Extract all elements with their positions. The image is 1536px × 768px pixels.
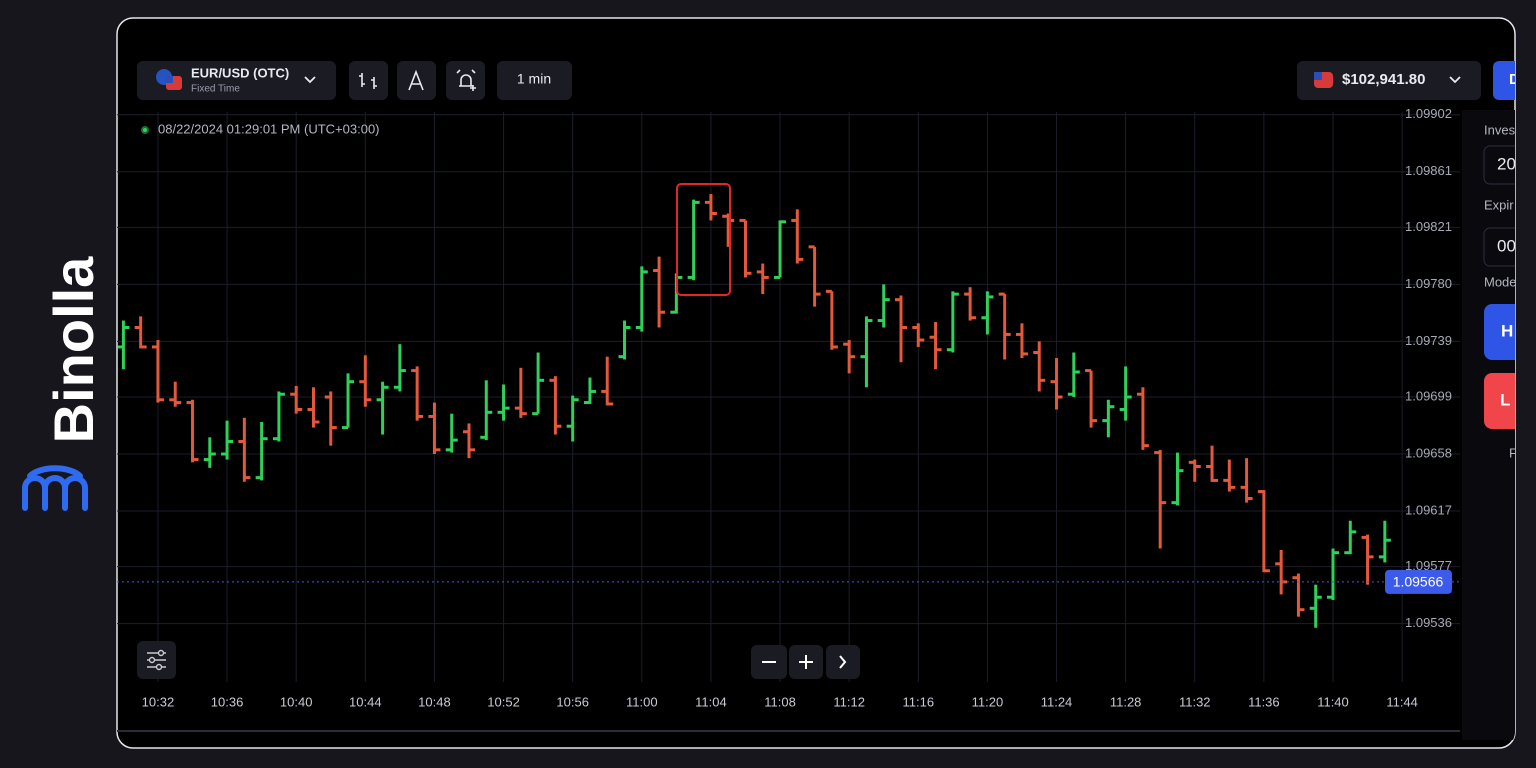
lower-label: L — [1500, 390, 1510, 409]
zoom-in-icon — [799, 655, 813, 669]
x-tick-label: 10:44 — [349, 694, 382, 709]
x-tick-label: 11:20 — [972, 694, 1004, 709]
us-flag-canton — [166, 76, 173, 83]
timeframe-button[interactable] — [497, 61, 572, 100]
y-tick-label: 1.09536 — [1405, 615, 1452, 630]
y-tick-label: 1.09861 — [1405, 163, 1452, 178]
balance-flag-canton — [1314, 72, 1322, 80]
asset-name: EUR/USD (OTC) — [191, 65, 289, 80]
x-tick-label: 11:28 — [1110, 694, 1142, 709]
x-tick-label: 11:36 — [1248, 694, 1280, 709]
x-tick-label: 11:04 — [695, 694, 727, 709]
deposit-button[interactable] — [1493, 61, 1533, 100]
x-tick-label: 10:32 — [142, 694, 175, 709]
side-footer: F — [1509, 445, 1517, 460]
brand-logo — [22, 465, 88, 511]
x-tick-label: 11:24 — [1041, 694, 1073, 709]
x-tick-label: 11:16 — [902, 694, 934, 709]
scroll-right-button[interactable] — [826, 645, 860, 679]
y-tick-label: 1.09902 — [1405, 106, 1452, 121]
y-tick-label: 1.09739 — [1405, 333, 1452, 348]
higher-label: H — [1501, 321, 1513, 340]
chart-type-icon — [359, 73, 377, 89]
x-tick-label: 10:56 — [556, 694, 589, 709]
settings-knob — [148, 656, 156, 664]
expiration-input[interactable] — [1483, 227, 1524, 267]
lower-button[interactable] — [1484, 373, 1529, 429]
dropdown-arrow — [1449, 76, 1461, 84]
x-tick-label: 10:36 — [211, 694, 244, 709]
investment-input[interactable] — [1483, 145, 1524, 185]
x-tick-label: 11:44 — [1386, 694, 1418, 709]
timestamp: 08/22/2024 01:29:01 PM (UTC+03:00) — [158, 121, 380, 136]
y-tick-label: 1.09617 — [1405, 502, 1452, 517]
settings-knob — [157, 649, 165, 657]
x-tick-label: 10:48 — [418, 694, 451, 709]
expiration-label: Expir — [1484, 197, 1514, 212]
timeframe: 1 min — [517, 71, 551, 87]
highlight-box — [676, 183, 731, 296]
asset-type: Fixed Time — [191, 84, 240, 95]
current-price-badge — [1385, 569, 1452, 594]
drawing-button[interactable] — [397, 61, 436, 100]
y-tick-label: 1.09699 — [1405, 388, 1452, 403]
chart-plot: 1.09902 1.09861 1.09821 1.09780 1.09739 1.096… — [117, 106, 1460, 709]
x-tick-label: 11:12 — [833, 694, 865, 709]
higher-button[interactable] — [1484, 304, 1529, 360]
x-tick-label: 11:32 — [1179, 694, 1211, 709]
x-tick-label: 10:52 — [487, 694, 520, 709]
y-tick-label: 1.09780 — [1405, 276, 1452, 291]
balance: $102,941.80 — [1342, 71, 1425, 88]
alert-button[interactable] — [446, 61, 485, 100]
settings-knob — [155, 663, 163, 671]
investment-label: Inves — [1484, 122, 1516, 137]
x-tick-label: 11:08 — [764, 694, 796, 709]
balance-selector[interactable] — [1297, 61, 1481, 100]
y-tick-label: 1.09658 — [1405, 445, 1452, 460]
current-price-label: 1.09566 — [1393, 574, 1444, 590]
brand: Binolla — [42, 256, 105, 444]
dropdown-arrow — [304, 76, 316, 84]
y-tick-label: 1.09577 — [1405, 558, 1452, 573]
y-tick-label: 1.09821 — [1405, 219, 1452, 234]
x-tick-label: 10:40 — [280, 694, 313, 709]
live-dot — [143, 128, 147, 132]
deposit-label: D — [1509, 71, 1520, 88]
chart-type-button[interactable] — [349, 61, 388, 100]
alert-icon — [456, 69, 476, 91]
scroll-right-icon — [839, 655, 847, 669]
asset-selector[interactable] — [137, 61, 336, 100]
drawing-icon — [408, 69, 424, 91]
investment-value: 20 — [1497, 154, 1516, 173]
mode-label: Mode — [1484, 274, 1517, 289]
x-tick-label: 11:00 — [626, 694, 658, 709]
x-tick-label: 11:40 — [1317, 694, 1349, 709]
expiration-value: 00 — [1497, 236, 1516, 255]
